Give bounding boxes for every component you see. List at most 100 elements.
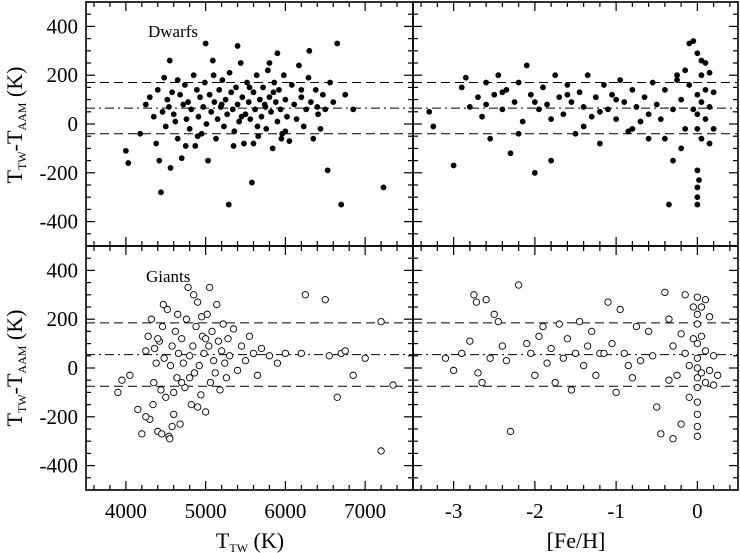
data-point xyxy=(515,79,522,86)
data-point xyxy=(173,374,181,382)
data-point xyxy=(333,393,341,401)
data-point xyxy=(580,123,587,130)
data-point xyxy=(645,111,652,118)
data-point xyxy=(478,378,486,387)
data-point xyxy=(186,374,194,382)
data-point xyxy=(657,116,664,123)
data-point xyxy=(216,86,223,93)
data-point xyxy=(584,72,591,79)
data-point xyxy=(236,118,243,125)
data-point xyxy=(515,130,522,137)
data-point xyxy=(216,386,224,394)
data-point xyxy=(495,72,502,79)
data-point xyxy=(325,352,333,360)
data-point xyxy=(190,291,198,299)
panel-giants_vs_teff: 400 200 0 -200 -400 4000 5000 6000 7000 xyxy=(40,245,414,523)
data-point xyxy=(244,79,251,86)
data-point xyxy=(254,123,261,130)
data-point xyxy=(665,315,673,323)
data-point xyxy=(252,106,258,113)
data-point xyxy=(183,116,190,123)
data-point xyxy=(282,96,289,103)
data-point xyxy=(237,60,244,66)
data-point xyxy=(426,108,433,115)
data-point xyxy=(694,194,701,201)
data-point xyxy=(266,60,273,66)
data-point xyxy=(150,113,157,120)
data-point xyxy=(213,300,221,309)
data-point xyxy=(653,403,661,411)
data-point xyxy=(208,108,215,115)
data-point xyxy=(693,410,702,419)
panel-dwarfs_vs_feh xyxy=(412,1,739,247)
data-point xyxy=(186,125,193,132)
data-point xyxy=(689,335,697,343)
data-point xyxy=(694,201,701,208)
data-point xyxy=(193,86,200,93)
data-point xyxy=(126,371,134,379)
data-point xyxy=(701,296,710,304)
data-point xyxy=(268,108,274,115)
data-point xyxy=(592,371,600,379)
data-point xyxy=(613,116,620,123)
y-tick-label: 400 xyxy=(47,258,79,282)
data-point xyxy=(649,79,656,86)
data-point xyxy=(560,111,567,118)
data-point xyxy=(709,381,718,389)
data-point xyxy=(197,391,205,399)
data-point xyxy=(179,359,187,367)
data-point xyxy=(696,177,702,184)
data-point xyxy=(327,79,333,86)
data-point xyxy=(181,82,188,88)
data-point xyxy=(192,322,200,331)
data-point xyxy=(612,388,620,397)
data-point xyxy=(698,99,705,105)
data-point xyxy=(203,121,210,127)
data-point xyxy=(258,113,265,120)
data-point xyxy=(166,435,174,443)
x-tick-label: -2 xyxy=(526,499,544,523)
panels-group: 400 200 0 -200 -400 400 200 0 -200 -400 4000 5000 60… xyxy=(40,1,739,523)
data-point xyxy=(229,106,236,113)
data-point xyxy=(222,96,229,103)
x-tick-label: 7000 xyxy=(344,499,386,523)
data-point xyxy=(228,89,235,96)
data-point xyxy=(698,72,705,79)
data-point xyxy=(303,106,310,113)
data-point xyxy=(200,104,207,110)
x-tick-label: 0 xyxy=(692,499,703,523)
x-axis-label-teff: TTW (K) xyxy=(216,528,284,553)
data-point xyxy=(536,106,542,113)
data-point xyxy=(159,108,166,115)
data-point xyxy=(552,72,559,79)
data-point xyxy=(214,116,221,123)
data-point xyxy=(531,99,538,105)
data-point xyxy=(377,447,385,455)
data-point xyxy=(250,140,257,147)
data-point xyxy=(250,89,257,96)
data-point xyxy=(714,371,722,379)
data-point xyxy=(608,339,616,348)
data-point xyxy=(576,89,583,96)
data-point xyxy=(174,349,183,358)
data-point xyxy=(499,106,506,113)
data-point xyxy=(266,94,273,101)
data-point xyxy=(122,147,129,154)
data-point xyxy=(197,94,203,101)
data-point xyxy=(262,104,269,110)
panel-frame xyxy=(412,245,739,491)
data-point xyxy=(156,157,163,164)
data-point xyxy=(150,344,159,353)
data-point xyxy=(178,335,186,343)
x-tick-label: 6000 xyxy=(264,499,306,523)
panel-frame xyxy=(85,245,414,491)
data-point xyxy=(293,116,300,123)
data-point xyxy=(231,128,238,135)
data-point xyxy=(596,140,603,147)
data-point xyxy=(666,201,672,208)
data-point xyxy=(264,67,271,74)
data-point xyxy=(702,116,709,123)
data-point xyxy=(693,310,702,318)
data-point xyxy=(297,349,305,358)
data-point xyxy=(170,388,178,397)
